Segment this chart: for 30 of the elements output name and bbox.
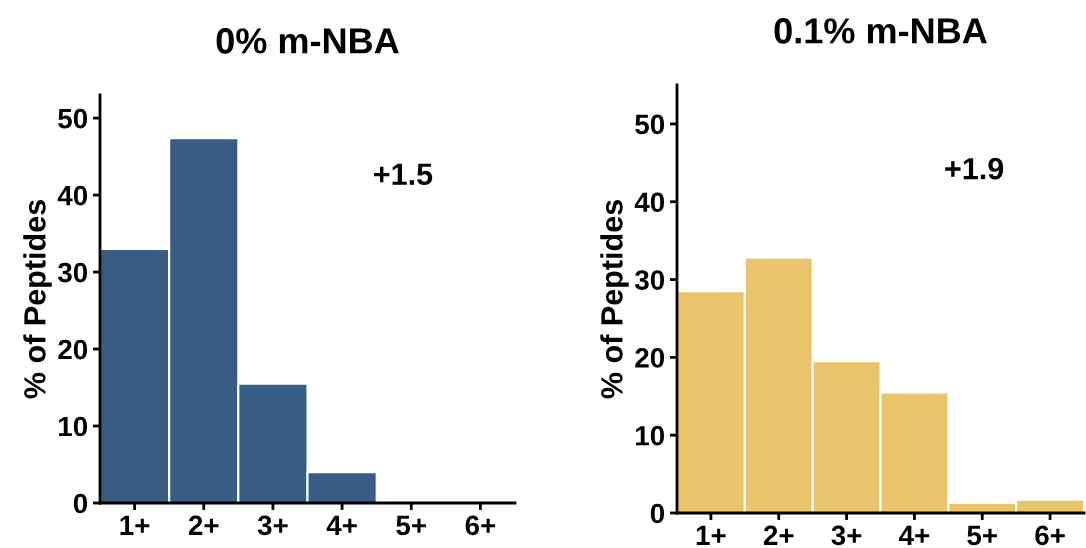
x-tick-label: 5+	[967, 525, 997, 546]
x-tick-label: 5+	[396, 515, 426, 536]
x-tick-label: 1+	[696, 525, 726, 545]
y-tick-label: 10	[59, 416, 88, 437]
y-tick-label: 0	[650, 503, 665, 524]
x-tick-label: 3+	[257, 515, 288, 536]
y-tick-label: 10	[636, 425, 665, 446]
annotation: +1.9	[945, 157, 1004, 180]
y-axis-title: % of Peptides	[23, 200, 52, 399]
x-tick-label: 6+	[465, 515, 496, 536]
x-tick-label: 4+	[899, 525, 930, 545]
x-tick-label: 6+	[1035, 525, 1065, 546]
x-tick-label: 3+	[831, 525, 862, 546]
annotation: +1.5	[374, 163, 433, 186]
y-tick-label: 20	[58, 339, 88, 360]
y-tick-label: 40	[57, 185, 88, 206]
x-tick-label: 4+	[326, 515, 357, 535]
x-tick-label: 2+	[763, 525, 794, 545]
y-tick-label: 0	[73, 493, 88, 514]
y-tick-label: 30	[57, 262, 88, 283]
y-tick-label: 50	[635, 114, 665, 135]
y-tick-label: 30	[634, 270, 665, 290]
x-tick-label: 1+	[120, 515, 150, 535]
y-tick-label: 20	[635, 348, 665, 368]
x-tick-label: 2+	[188, 515, 219, 535]
y-tick-label: 50	[58, 108, 88, 129]
y-tick-label: 40	[634, 192, 665, 213]
y-axis-title: % of Peptides	[600, 200, 629, 399]
chart-title: 0% m-NBA	[216, 28, 399, 54]
chart-title: 0.1% m-NBA	[774, 18, 987, 44]
